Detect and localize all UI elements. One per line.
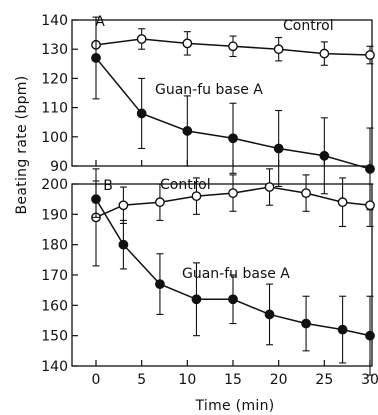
y-tick-label: 130 (41, 42, 68, 58)
data-point-filled (319, 150, 330, 161)
y-tick-label: 110 (41, 101, 68, 117)
data-point-open (118, 200, 129, 211)
data-point-filled (337, 324, 348, 335)
data-point-filled (118, 239, 129, 250)
panel-a: 90 100 110 120 130 140 A Control Guan-fu base A (41, 13, 375, 211)
series-label: Guan-fu base A (155, 82, 263, 98)
y-tick-label: 100 (41, 130, 68, 146)
data-point-open (273, 44, 284, 55)
data-point-open (319, 48, 330, 59)
y-tick-label: 120 (41, 71, 68, 87)
series-label: Control (283, 18, 334, 34)
series-label: Guan-fu base A (182, 266, 290, 282)
series-label: Control (160, 177, 211, 193)
x-tick-label: 25 (315, 372, 333, 388)
data-point-filled (273, 143, 284, 154)
x-tick-label: 10 (178, 372, 196, 388)
data-point-filled (155, 279, 165, 289)
panel-label: B (103, 178, 113, 194)
data-point-filled (182, 126, 193, 136)
x-tick-label: 15 (224, 372, 242, 388)
data-point-open (301, 188, 311, 199)
data-point-open (365, 50, 375, 60)
y-tick-label: 90 (50, 159, 68, 175)
panel-label: A (95, 14, 105, 30)
data-point-filled (91, 53, 101, 63)
data-point-filled (191, 294, 202, 305)
data-point-filled (365, 164, 375, 174)
y-tick-label: 190 (41, 207, 68, 223)
y-tick-label: 140 (41, 13, 68, 29)
y-tick-label: 180 (41, 238, 68, 254)
data-point-open (337, 197, 348, 208)
x-tick-label: 30 (361, 372, 378, 388)
data-point-open (365, 200, 375, 211)
x-tick-label: 20 (270, 372, 288, 388)
data-point-open (228, 41, 238, 52)
y-tick-label: 160 (41, 298, 68, 314)
y-tick-label: 170 (41, 268, 68, 284)
data-point-filled (365, 330, 375, 341)
x-tick-label: 0 (92, 372, 101, 388)
data-point-open (136, 34, 147, 44)
x-tick-label: 5 (137, 372, 146, 388)
data-point-filled (91, 194, 101, 205)
data-point-filled (228, 294, 238, 305)
data-point-filled (228, 133, 238, 144)
data-point-open (191, 191, 202, 202)
y-tick-label: 200 (41, 177, 68, 193)
y-tick-label: 140 (41, 359, 68, 375)
x-axis-label: Time (min) (194, 398, 274, 414)
y-axis-label: Beating rate (bpm) (14, 75, 30, 214)
data-point-open (264, 182, 275, 192)
data-point-filled (264, 309, 275, 320)
y-tick-label: 150 (41, 329, 68, 345)
data-point-open (182, 38, 193, 49)
panel-b: 140 150 160 170 180 190 200 0 5 10 15 20 25 30 B Contro… (41, 168, 378, 388)
plot-frame (71, 19, 373, 167)
data-point-filled (136, 108, 147, 119)
data-point-filled (301, 318, 311, 329)
data-point-open (155, 197, 165, 208)
data-point-open (228, 188, 238, 199)
